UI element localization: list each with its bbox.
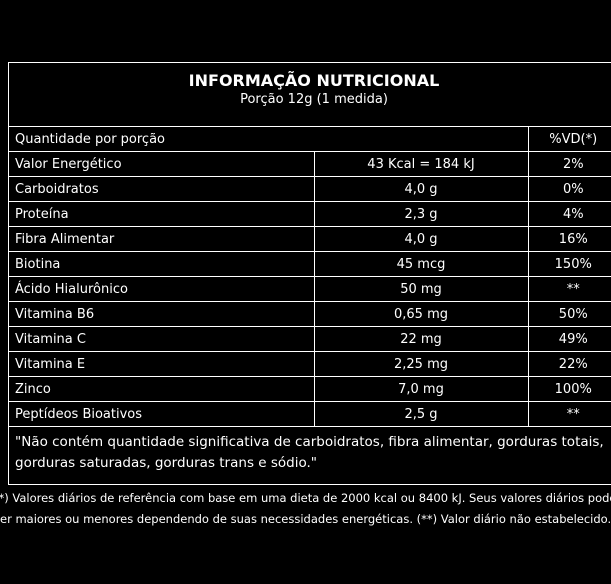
- table-row: Zinco 7,0 mg 100%: [9, 376, 611, 402]
- nutrition-table: Quantidade por porção %VD(*) Valor Energ…: [9, 127, 611, 427]
- table-row: Ácido Hialurônico 50 mg **: [9, 276, 611, 302]
- daily-value: 50%: [528, 301, 611, 327]
- nutrient: Valor Energético: [9, 151, 315, 177]
- nutrient: Zinco: [9, 376, 315, 402]
- daily-value: 100%: [528, 376, 611, 402]
- amount: 2,5 g: [314, 401, 529, 427]
- table-row: Vitamina C 22 mg 49%: [9, 326, 611, 352]
- nutrient: Peptídeos Bioativos: [9, 401, 315, 427]
- amount: 0,65 mg: [314, 301, 529, 327]
- amount: 4,0 g: [314, 176, 529, 202]
- table-row: Peptídeos Bioativos 2,5 g **: [9, 401, 611, 427]
- daily-value: 49%: [528, 326, 611, 352]
- nutrient: Fibra Alimentar: [9, 226, 315, 252]
- daily-value: **: [528, 276, 611, 302]
- footer-line: (*) Valores diários de referência com ba…: [0, 491, 611, 505]
- table-body: Quantidade por porção %VD(*) Valor Energ…: [9, 127, 611, 427]
- daily-value: 4%: [528, 201, 611, 227]
- daily-value: 2%: [528, 151, 611, 177]
- daily-value: 150%: [528, 251, 611, 277]
- amount: 7,0 mg: [314, 376, 529, 402]
- amount: 2,25 mg: [314, 351, 529, 377]
- daily-value: 0%: [528, 176, 611, 202]
- title: INFORMAÇÃO NUTRICIONAL: [188, 71, 440, 90]
- subtitle: Porção 12g (1 medida): [240, 92, 388, 107]
- column-header: %VD(*): [528, 127, 611, 152]
- table-row: Carboidratos 4,0 g 0%: [9, 176, 611, 202]
- amount: 22 mg: [314, 326, 529, 352]
- table-row: Biotina 45 mcg 150%: [9, 251, 611, 277]
- nutrient: Ácido Hialurônico: [9, 276, 315, 302]
- header: INFORMAÇÃO NUTRICIONAL Porção 12g (1 med…: [9, 71, 611, 127]
- note: "Não contém quantidade significativa de …: [9, 427, 611, 485]
- amount: 43 Kcal = 184 kJ: [314, 151, 529, 177]
- daily-value: **: [528, 401, 611, 427]
- table-row: Valor Energético 43 Kcal = 184 kJ 2%: [9, 151, 611, 177]
- table-row: Fibra Alimentar 4,0 g 16%: [9, 226, 611, 252]
- nutrient: Biotina: [9, 251, 315, 277]
- nutrition-panel: INFORMAÇÃO NUTRICIONAL Porção 12g (1 med…: [8, 62, 611, 485]
- table-row: Vitamina B6 0,65 mg 50%: [9, 301, 611, 327]
- footer: (*) Valores diários de referência com ba…: [0, 488, 611, 530]
- amount: 4,0 g: [314, 226, 529, 252]
- column-header: Quantidade por porção: [9, 127, 529, 152]
- nutrient: Vitamina C: [9, 326, 315, 352]
- nutrient: Vitamina B6: [9, 301, 315, 327]
- table-row: Vitamina E 2,25 mg 22%: [9, 351, 611, 377]
- header-row: Quantidade por porção %VD(*): [9, 127, 611, 152]
- amount: 2,3 g: [314, 201, 529, 227]
- daily-value: 16%: [528, 226, 611, 252]
- amount: 45 mcg: [314, 251, 529, 277]
- nutrient: Proteína: [9, 201, 315, 227]
- footer-line: ser maiores ou menores dependendo de sua…: [0, 512, 611, 526]
- nutrient: Vitamina E: [9, 351, 315, 377]
- amount: 50 mg: [314, 276, 529, 302]
- nutrient: Carboidratos: [9, 176, 315, 202]
- table-row: Proteína 2,3 g 4%: [9, 201, 611, 227]
- daily-value: 22%: [528, 351, 611, 377]
